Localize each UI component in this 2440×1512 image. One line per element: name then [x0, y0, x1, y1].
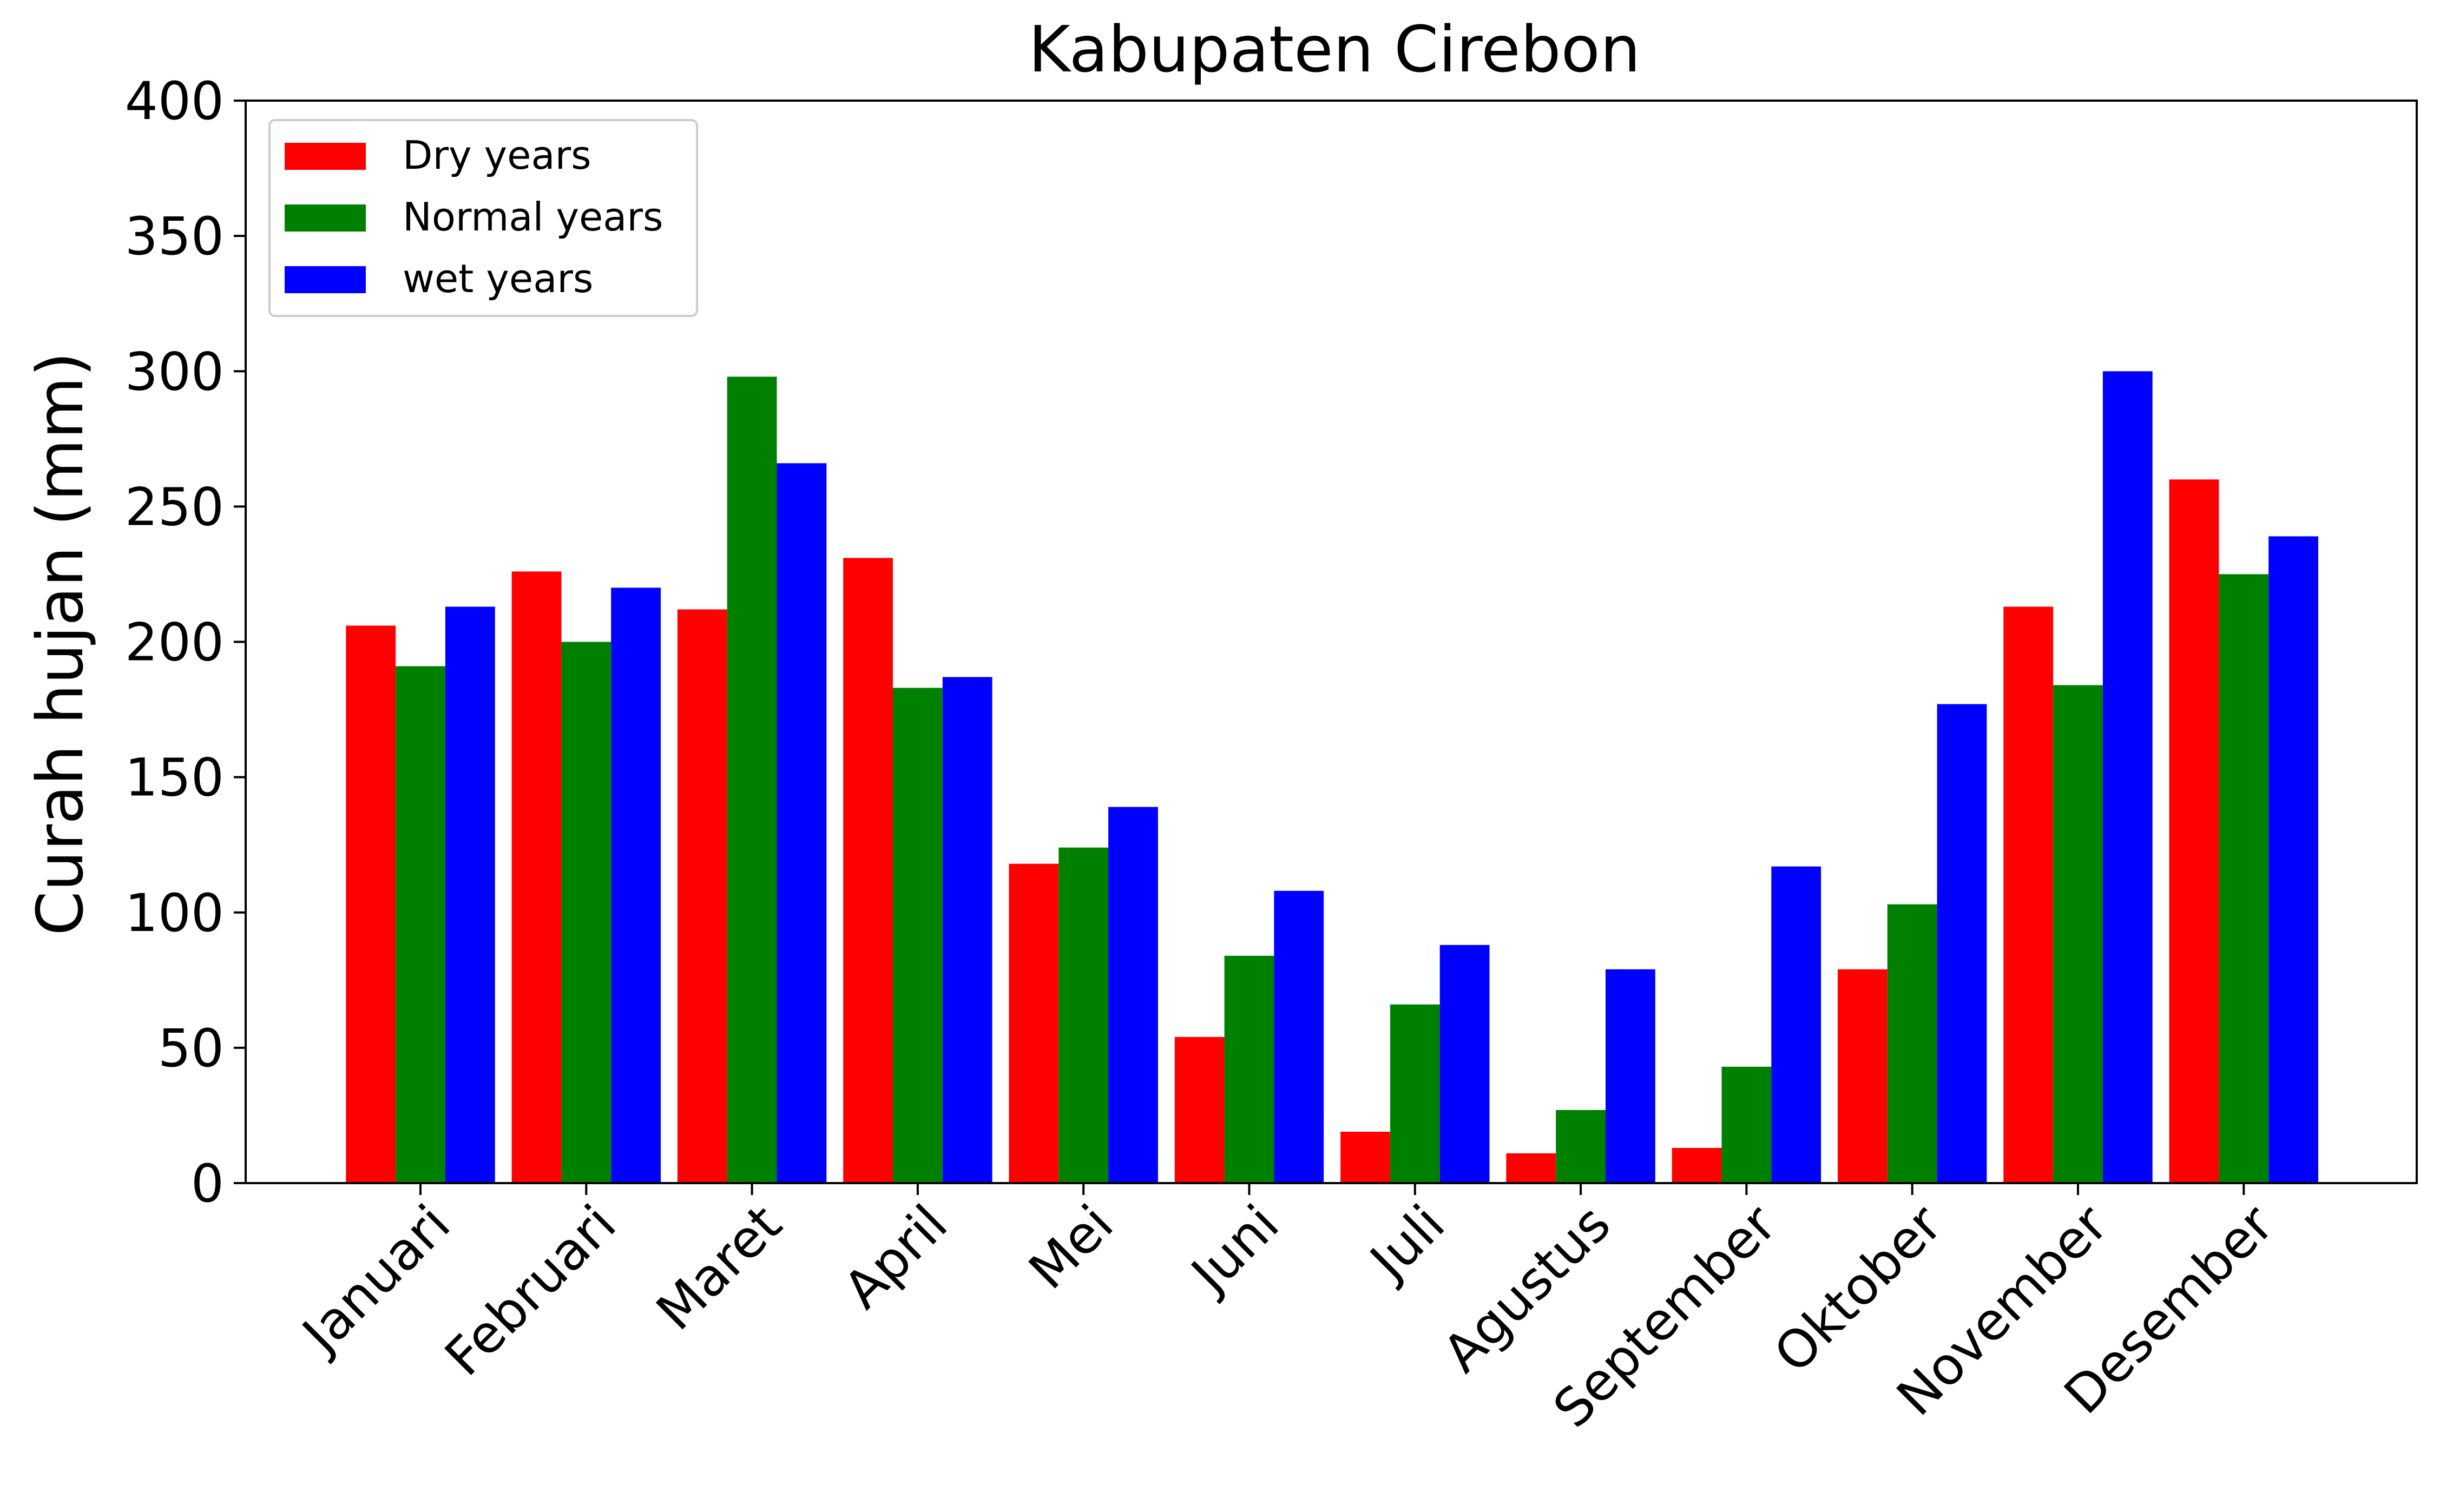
legend-swatch-2	[285, 266, 366, 293]
legend-swatch-1	[285, 204, 366, 232]
bar-2-4	[1108, 807, 1158, 1183]
bar-0-5	[1174, 1036, 1225, 1183]
bar-2-0	[445, 606, 495, 1183]
bar-0-0	[346, 625, 396, 1183]
bar-1-8	[1721, 1066, 1772, 1183]
bar-1-11	[2219, 574, 2269, 1183]
y-tick-label: 0	[191, 1153, 224, 1214]
bar-0-11	[2169, 479, 2219, 1183]
y-tick-label: 200	[125, 612, 224, 673]
legend-label-1: Normal years	[403, 194, 663, 240]
bar-0-1	[511, 571, 562, 1183]
legend-label-0: Dry years	[403, 133, 591, 178]
y-tick-label: 300	[125, 341, 224, 402]
bar-0-4	[1009, 863, 1059, 1183]
bar-2-3	[942, 677, 992, 1183]
legend-box	[268, 119, 698, 317]
bar-0-9	[1838, 969, 1887, 1183]
bar-0-8	[1672, 1148, 1722, 1183]
bar-0-7	[1506, 1153, 1556, 1183]
y-axis-label: Curah hujan (mm)	[23, 352, 97, 935]
y-tick-label: 400	[125, 71, 224, 131]
legend-label-2: wet years	[403, 256, 593, 301]
bar-2-11	[2268, 536, 2318, 1183]
bar-1-2	[727, 377, 777, 1183]
bar-0-6	[1340, 1132, 1390, 1183]
bar-1-0	[396, 666, 445, 1183]
legend: Dry years Normal years wet years	[268, 119, 698, 317]
bar-1-6	[1390, 1004, 1440, 1183]
bar-1-3	[893, 688, 943, 1183]
x-tick-label: Juli	[1357, 1193, 1456, 1292]
legend-swatch-0	[285, 143, 366, 170]
bar-1-7	[1556, 1110, 1606, 1183]
y-tick-label: 150	[125, 748, 224, 808]
bar-1-5	[1224, 955, 1274, 1183]
x-tick-label: Februari	[433, 1193, 628, 1388]
bar-2-6	[1439, 945, 1490, 1183]
bar-2-8	[1771, 866, 1821, 1183]
y-tick-label: 100	[125, 883, 224, 943]
x-tick-label: Juni	[1178, 1193, 1291, 1306]
x-tick-label: Mei	[1017, 1193, 1124, 1300]
bar-1-4	[1058, 847, 1109, 1183]
chart-title: Kabupaten Cirebon	[1028, 12, 1640, 87]
bar-0-3	[843, 558, 893, 1183]
bar-0-2	[677, 609, 727, 1183]
bar-1-1	[561, 642, 611, 1183]
bar-1-9	[1887, 904, 1937, 1183]
bar-1-10	[2053, 685, 2103, 1183]
y-tick-label: 350	[125, 206, 224, 267]
x-tick-label: April	[832, 1193, 959, 1320]
x-tick-label: Januari	[290, 1193, 462, 1366]
y-tick-label: 250	[125, 477, 224, 537]
y-tick-label: 50	[158, 1018, 224, 1079]
bar-2-2	[777, 463, 827, 1183]
bar-2-7	[1606, 969, 1655, 1183]
x-tick-label: Maret	[645, 1193, 793, 1342]
bar-2-1	[611, 587, 661, 1183]
bar-0-10	[2003, 606, 2054, 1183]
bar-2-9	[1937, 704, 1987, 1183]
bar-2-5	[1274, 890, 1324, 1183]
bar-2-10	[2102, 371, 2153, 1184]
